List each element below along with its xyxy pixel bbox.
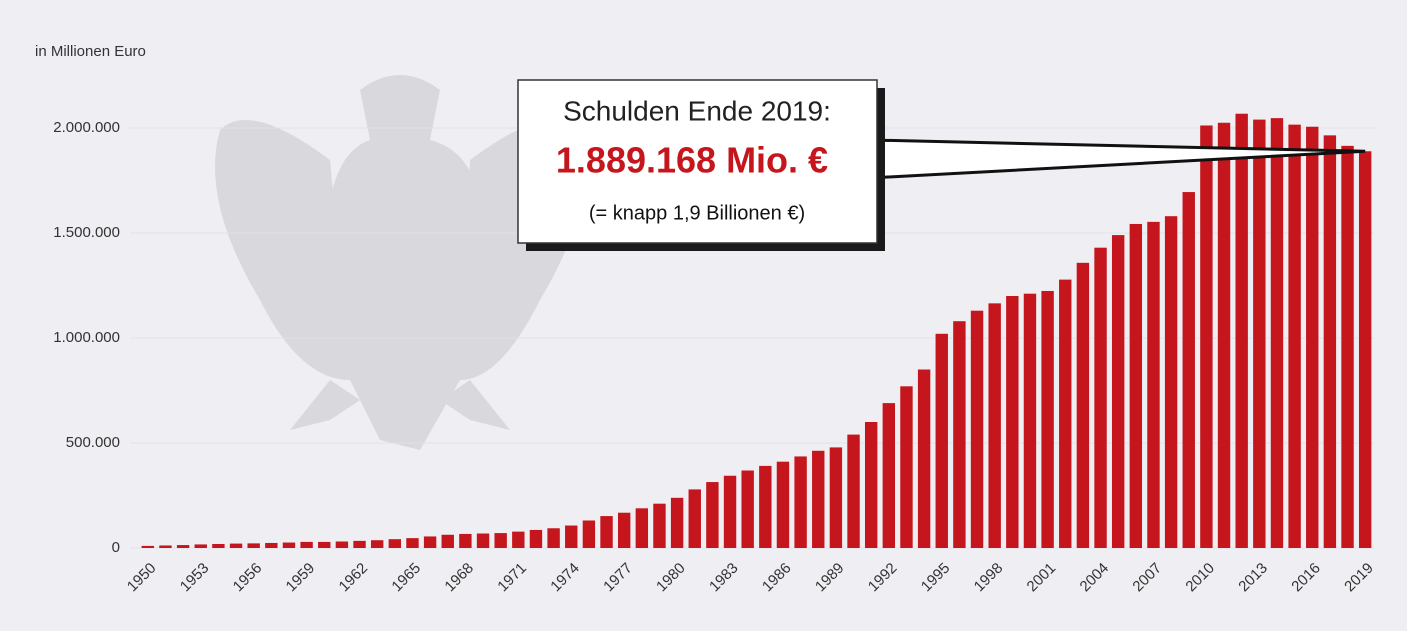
bar: [1218, 123, 1230, 548]
page: {"chart_data": { "type": "bar", "y_axis_…: [0, 0, 1407, 631]
y-tick-label: 1.500.000: [53, 224, 120, 241]
y-tick-label: 0: [112, 539, 120, 556]
bar: [494, 533, 506, 548]
bar: [1059, 280, 1071, 548]
callout-note: (= knapp 1,9 Billionen €): [589, 202, 805, 224]
y-tick-label: 1.000.000: [53, 329, 120, 346]
chart: in Millionen Euro 0 500.000 1.000.000 1.500…: [0, 0, 1407, 631]
y-axis-label: in Millionen Euro: [35, 43, 146, 60]
bar: [371, 540, 383, 548]
bar: [424, 536, 436, 548]
bar: [1024, 294, 1036, 548]
bar: [1253, 120, 1265, 548]
bar: [794, 456, 806, 548]
bar: [936, 334, 948, 548]
bar: [1147, 222, 1159, 548]
bar: [636, 508, 648, 548]
bar: [988, 303, 1000, 548]
bar: [195, 544, 207, 548]
bar: [547, 528, 559, 548]
bar: [618, 513, 630, 548]
bar: [706, 482, 718, 548]
bar: [653, 504, 665, 548]
bar: [1324, 135, 1336, 548]
bar: [477, 534, 489, 548]
bar: [565, 526, 577, 548]
y-tick-label: 500.000: [66, 434, 120, 451]
bar: [1200, 125, 1212, 548]
bar: [512, 532, 524, 548]
bar: [1112, 235, 1124, 548]
bar: [1006, 296, 1018, 548]
bar: [812, 451, 824, 548]
y-tick-label: 2.000.000: [53, 119, 120, 136]
bar: [1183, 192, 1195, 548]
bar: [1041, 291, 1053, 548]
bar: [953, 321, 965, 548]
bar: [918, 370, 930, 549]
bar: [1306, 127, 1318, 548]
bar: [142, 546, 154, 548]
bar: [1094, 248, 1106, 548]
bar: [1288, 125, 1300, 548]
bar: [212, 544, 224, 548]
bar: [459, 534, 471, 548]
bar: [1130, 224, 1142, 548]
bar: [583, 520, 595, 548]
bar: [777, 462, 789, 548]
bar: [283, 543, 295, 548]
bar: [442, 535, 454, 548]
bar: [177, 545, 189, 548]
bar: [830, 447, 842, 548]
bar: [1341, 146, 1353, 548]
bar: [230, 544, 242, 548]
bar: [741, 471, 753, 548]
bar: [671, 498, 683, 548]
bar: [247, 543, 259, 548]
bar: [318, 542, 330, 548]
bar: [1165, 216, 1177, 548]
bar: [265, 543, 277, 548]
bar: [724, 476, 736, 548]
bar: [1359, 151, 1371, 548]
bar: [900, 386, 912, 548]
callout-highlight: 1.889.168 Mio. €: [556, 140, 828, 181]
bar: [759, 466, 771, 548]
callout-title: Schulden Ende 2019:: [563, 95, 831, 126]
bar: [1271, 118, 1283, 548]
bar: [865, 422, 877, 548]
bar: [1235, 114, 1247, 548]
bar: [689, 489, 701, 548]
bar: [847, 435, 859, 548]
bar: [336, 541, 348, 548]
bar: [406, 538, 418, 548]
bar: [971, 311, 983, 548]
bar: [159, 545, 171, 548]
bar: [883, 403, 895, 548]
bar: [530, 530, 542, 548]
bar: [389, 539, 401, 548]
bar: [300, 542, 312, 548]
bar: [1077, 263, 1089, 548]
bar: [353, 541, 365, 548]
bar: [600, 516, 612, 548]
